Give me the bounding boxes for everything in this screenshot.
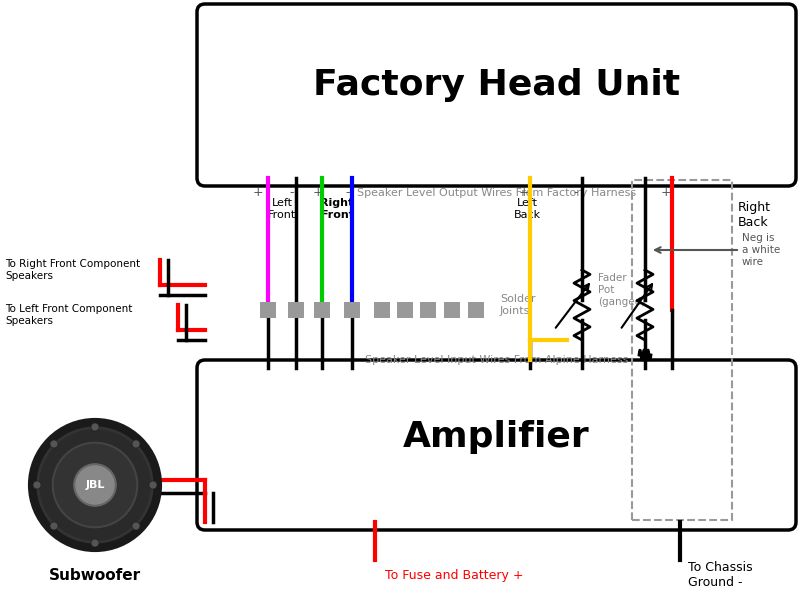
Text: Speaker Level Output Wires From Factory Harness: Speaker Level Output Wires From Factory … (357, 188, 636, 198)
FancyBboxPatch shape (197, 360, 796, 530)
FancyBboxPatch shape (260, 302, 276, 318)
Text: +: + (518, 186, 530, 199)
Text: Left
Front: Left Front (268, 198, 296, 220)
Text: To Left Front Component
Speakers: To Left Front Component Speakers (5, 304, 132, 326)
Text: +: + (253, 186, 263, 199)
Text: Neg is
a white
wire: Neg is a white wire (742, 233, 780, 266)
Circle shape (53, 443, 138, 527)
Text: +: + (661, 186, 671, 199)
Text: Right
Back: Right Back (738, 201, 771, 229)
Text: Solder
Joints: Solder Joints (500, 294, 536, 316)
FancyBboxPatch shape (288, 302, 304, 318)
Text: Right
Front: Right Front (320, 198, 354, 220)
Text: -: - (290, 186, 294, 199)
Circle shape (30, 420, 160, 550)
Text: To Right Front Component
Speakers: To Right Front Component Speakers (5, 259, 140, 281)
Circle shape (38, 428, 152, 542)
FancyBboxPatch shape (397, 302, 413, 318)
Circle shape (50, 522, 58, 530)
Text: Speaker Level Input Wires From Alpine Harness: Speaker Level Input Wires From Alpine Ha… (365, 355, 628, 365)
Circle shape (91, 423, 99, 431)
Bar (632, 180, 732, 520)
Text: Amplifier: Amplifier (403, 420, 590, 454)
Circle shape (132, 522, 140, 530)
Text: +: + (313, 186, 323, 199)
FancyBboxPatch shape (468, 302, 484, 318)
Text: Left
Back: Left Back (514, 198, 541, 220)
Text: -: - (574, 186, 578, 199)
FancyBboxPatch shape (444, 302, 460, 318)
FancyBboxPatch shape (420, 302, 436, 318)
Text: Fader
Pot
(ganged): Fader Pot (ganged) (598, 274, 646, 307)
Circle shape (132, 440, 140, 448)
Circle shape (149, 481, 157, 489)
Circle shape (33, 481, 41, 489)
Text: Subwoofer: Subwoofer (49, 568, 141, 583)
Text: -: - (346, 186, 350, 199)
Text: To Chassis
Ground -: To Chassis Ground - (688, 561, 753, 589)
FancyBboxPatch shape (344, 302, 360, 318)
FancyBboxPatch shape (314, 302, 330, 318)
Circle shape (50, 440, 58, 448)
Text: JBL: JBL (86, 480, 105, 490)
Circle shape (91, 539, 99, 547)
FancyBboxPatch shape (197, 4, 796, 186)
Circle shape (74, 464, 116, 506)
Text: Factory Head Unit: Factory Head Unit (313, 68, 680, 102)
Text: To Fuse and Battery +: To Fuse and Battery + (385, 569, 523, 581)
FancyBboxPatch shape (374, 302, 390, 318)
